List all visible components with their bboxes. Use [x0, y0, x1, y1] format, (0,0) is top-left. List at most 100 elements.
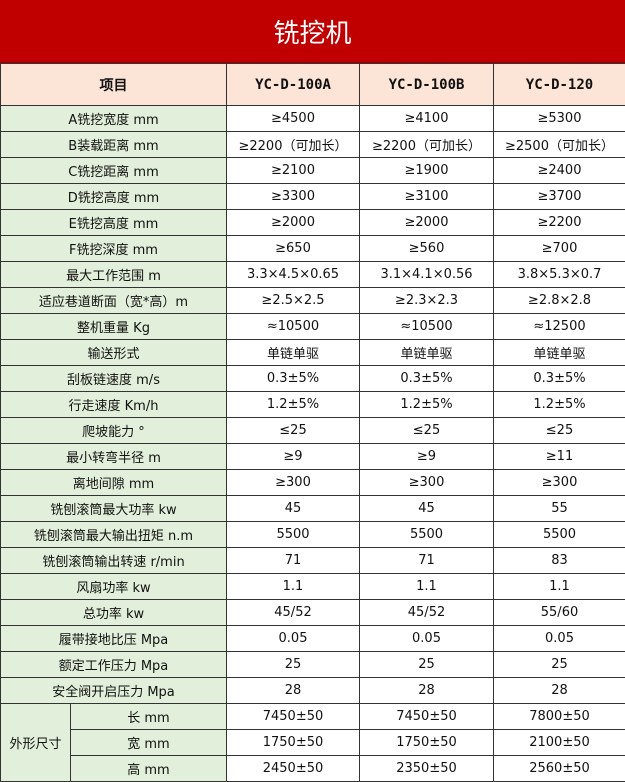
row-value: ≥11: [494, 444, 625, 470]
row-value: 45/52: [227, 600, 360, 626]
table-row: E铣挖高度 mm≥2000≥2000≥2200: [1, 210, 625, 236]
table-row: 适应巷道断面（宽*高）m≥2.5×2.5≥2.3×2.3≥2.8×2.8: [1, 288, 625, 314]
row-label: 整机重量 Kg: [1, 314, 227, 340]
row-value: 0.05: [227, 626, 360, 652]
header-model-2: YC-D-100B: [360, 64, 494, 106]
row-value: 7450±50: [227, 704, 360, 730]
row-value: 1.1: [494, 574, 625, 600]
row-value: ≥2.8×2.8: [494, 288, 625, 314]
row-value: 3.8×5.3×0.7: [494, 262, 625, 288]
row-value: 1.1: [227, 574, 360, 600]
row-value: 5500: [360, 522, 494, 548]
row-value: ≥3300: [227, 184, 360, 210]
row-value: ≥2200（可加长）: [360, 132, 494, 158]
row-value: ≥3700: [494, 184, 625, 210]
row-value: 2450±50: [227, 756, 360, 782]
row-label: 离地间隙 mm: [1, 470, 227, 496]
row-value: 45: [227, 496, 360, 522]
row-value: ≈10500: [360, 314, 494, 340]
row-value: 25: [494, 652, 625, 678]
spec-table: 项目 YC-D-100A YC-D-100B YC-D-120 A铣挖宽度 mm…: [0, 63, 625, 782]
row-value: 7450±50: [360, 704, 494, 730]
table-row: A铣挖宽度 mm≥4500≥4100≥5300: [1, 106, 625, 132]
row-value: 55: [494, 496, 625, 522]
row-value: 2560±50: [494, 756, 625, 782]
row-value: ≥2.5×2.5: [227, 288, 360, 314]
row-value: 45: [360, 496, 494, 522]
table-row: 离地间隙 mm≥300≥300≥300: [1, 470, 625, 496]
table-row: 整机重量 Kg≈10500≈10500≈12500: [1, 314, 625, 340]
table-row: 输送形式单链单驱单链单驱单链单驱: [1, 340, 625, 366]
row-value: 1.2±5%: [227, 392, 360, 418]
row-label: 安全阀开启压力 Mpa: [1, 678, 227, 704]
row-value: 71: [360, 548, 494, 574]
row-value: ≤25: [360, 418, 494, 444]
row-value: 55/60: [494, 600, 625, 626]
row-value: 1.2±5%: [494, 392, 625, 418]
row-label: 最大工作范围 m: [1, 262, 227, 288]
row-label: C铣挖距离 mm: [1, 158, 227, 184]
row-value: ≥4100: [360, 106, 494, 132]
row-value: 3.1×4.1×0.56: [360, 262, 494, 288]
row-value: 25: [360, 652, 494, 678]
row-value: 单链单驱: [494, 340, 625, 366]
table-row: C铣挖距离 mm≥2100≥1900≥2400: [1, 158, 625, 184]
row-value: ≥300: [227, 470, 360, 496]
row-value: 7800±50: [494, 704, 625, 730]
row-value: ≥9: [360, 444, 494, 470]
row-label: 额定工作压力 Mpa: [1, 652, 227, 678]
row-value: 3.3×4.5×0.65: [227, 262, 360, 288]
row-value: 5500: [227, 522, 360, 548]
row-value: ≤25: [494, 418, 625, 444]
row-value: 1750±50: [360, 730, 494, 756]
row-value: ≥9: [227, 444, 360, 470]
row-value: 0.05: [360, 626, 494, 652]
row-value: ≥650: [227, 236, 360, 262]
row-value: ≥2400: [494, 158, 625, 184]
row-value: ≥2.3×2.3: [360, 288, 494, 314]
row-value: 83: [494, 548, 625, 574]
row-value: 单链单驱: [360, 340, 494, 366]
row-label: 行走速度 Km/h: [1, 392, 227, 418]
row-value: ≥3100: [360, 184, 494, 210]
row-value: 单链单驱: [227, 340, 360, 366]
row-value: 2350±50: [360, 756, 494, 782]
header-item: 项目: [1, 64, 227, 106]
row-value: 28: [227, 678, 360, 704]
row-label: 总功率 kw: [1, 600, 227, 626]
row-value: ≥2000: [227, 210, 360, 236]
row-value: 0.3±5%: [494, 366, 625, 392]
row-value: 0.3±5%: [227, 366, 360, 392]
row-value: 1.2±5%: [360, 392, 494, 418]
row-value: ≥300: [494, 470, 625, 496]
row-label: F铣挖深度 mm: [1, 236, 227, 262]
row-value: 28: [494, 678, 625, 704]
row-label: 宽 mm: [71, 730, 227, 756]
row-value: 5500: [494, 522, 625, 548]
row-label: 铣刨滚筒最大功率 kw: [1, 496, 227, 522]
row-value: ≥2200（可加长）: [227, 132, 360, 158]
table-row: F铣挖深度 mm≥650≥560≥700: [1, 236, 625, 262]
dimensions-group-label: 外形尺寸: [1, 704, 71, 782]
row-value: 0.05: [494, 626, 625, 652]
row-value: 45/52: [360, 600, 494, 626]
row-value: 25: [227, 652, 360, 678]
row-value: 2100±50: [494, 730, 625, 756]
row-value: ≈12500: [494, 314, 625, 340]
row-value: 71: [227, 548, 360, 574]
row-label: 铣刨滚筒最大输出扭矩 n.m: [1, 522, 227, 548]
row-label: 刮板链速度 m/s: [1, 366, 227, 392]
row-value: ≥700: [494, 236, 625, 262]
row-value: ≥4500: [227, 106, 360, 132]
